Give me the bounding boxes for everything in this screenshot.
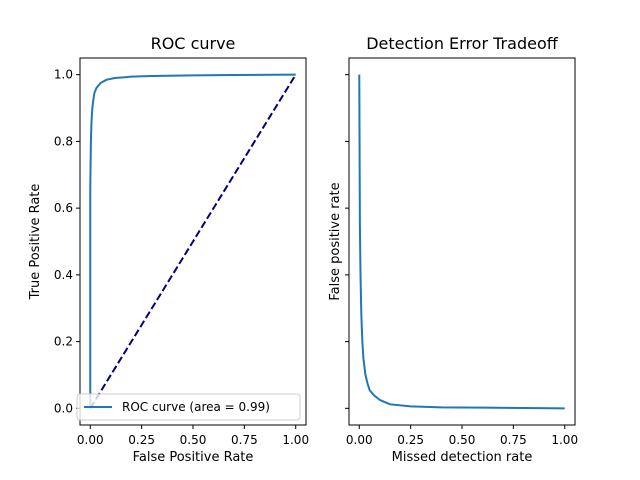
roc-x-tick-label: 0.00: [77, 433, 104, 447]
det-plot-area: 0.00 0.25 0.50 0.75 1.00: [345, 57, 578, 447]
det-panel: Detection Error Tradeoff Missed detectio…: [328, 34, 578, 465]
roc-x-tick-label: 0.50: [180, 433, 207, 447]
det-x-tick-label: 1.00: [551, 433, 578, 447]
roc-y-tick-label: 0.4: [54, 268, 73, 282]
legend-box: [76, 393, 301, 421]
det-series-group: [358, 74, 565, 410]
roc-y-tick-label: 0.6: [54, 201, 73, 215]
roc-y-axis-label: True Positive Rate: [28, 184, 43, 301]
det-x-axis-label: Missed detection rate: [392, 450, 533, 465]
roc-legend: ROC curve (area = 0.99): [76, 393, 301, 421]
roc-series-line-0: [89, 73, 296, 409]
roc-x-tick-label: 0.25: [128, 433, 155, 447]
roc-plot-area: 0.00 0.25 0.50 0.75 1.00 0.0 0.2 0.4 0.6 0.8 1.0: [54, 57, 309, 447]
det-x-tick-label: 0.25: [397, 433, 424, 447]
roc-x-axis-label: False Positive Rate: [133, 450, 254, 465]
roc-title: ROC curve: [151, 34, 236, 53]
roc-y-tick-label: 0.8: [54, 134, 73, 148]
roc-panel: ROC curve False Positive Rate True Posit…: [28, 34, 309, 465]
det-x-tick-label: 0.50: [449, 433, 476, 447]
legend-entry-roc: ROC curve (area = 0.99): [122, 400, 270, 414]
det-x-tick-label: 0.75: [500, 433, 527, 447]
roc-series-line-1-diagonal-reference: [89, 74, 297, 409]
det-series-line-0: [358, 74, 565, 410]
roc-y-tick-label: 0.2: [54, 335, 73, 349]
roc-x-tick-label: 1.00: [282, 433, 309, 447]
roc-x-tick-label: 0.75: [231, 433, 258, 447]
roc-y-tick-label: 1.0: [54, 68, 73, 82]
det-title: Detection Error Tradeoff: [366, 34, 558, 53]
roc-series-group: [89, 73, 297, 409]
det-x-tick-label: 0.00: [346, 433, 373, 447]
roc-y-tick-label: 0.0: [54, 401, 73, 415]
det-y-axis-label: False positive rate: [328, 182, 343, 300]
